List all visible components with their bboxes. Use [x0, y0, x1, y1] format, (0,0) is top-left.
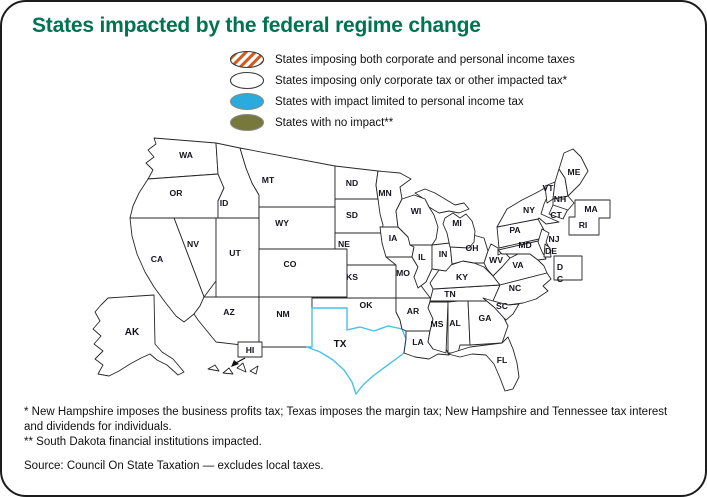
state-label-MA: MA [584, 204, 597, 214]
state-label-ME: ME [568, 167, 581, 177]
state-tx [306, 307, 407, 395]
state-label-MO: MO [396, 268, 410, 278]
footnote-1: * New Hampshire imposes the business pro… [24, 406, 668, 433]
state-label-OH: OH [466, 243, 479, 253]
state-wi [395, 194, 439, 246]
state-label-PA: PA [509, 225, 520, 235]
footnote-2: ** South Dakota financial institutions i… [24, 435, 262, 448]
source-line: Source: Council On State Taxation — excl… [24, 459, 324, 472]
hatched-swatch-icon [229, 50, 265, 69]
state-label-VA: VA [512, 260, 523, 270]
state-label-C: C [557, 274, 563, 284]
state-label-AR: AR [407, 306, 420, 316]
state-label-NH: NH [554, 194, 566, 204]
state-label-ID: ID [220, 198, 229, 208]
state-label-WV: WV [489, 255, 503, 265]
legend-item-personal-only: States with impact limited to personal i… [228, 91, 575, 112]
state-ms [427, 301, 449, 354]
state-label-AZ: AZ [223, 307, 234, 317]
legend-label: States with no impact** [275, 116, 394, 129]
hawaii-callout-arrow [231, 357, 246, 367]
legend-label: States with impact limited to personal i… [275, 95, 524, 108]
state-wy [258, 206, 336, 250]
state-hi [207, 341, 263, 373]
state-label-CT: CT [550, 210, 562, 220]
state-label-MS: MS [431, 319, 444, 329]
state-label-ND: ND [346, 178, 358, 188]
state-label-OK: OK [360, 300, 374, 310]
state-label-OR: OR [170, 188, 184, 198]
state-label-NY: NY [523, 205, 535, 215]
offshore-dc-patch [553, 255, 583, 281]
state-label-AL: AL [449, 318, 460, 328]
state-me [558, 148, 589, 197]
legend-item-both-taxes: States imposing both corporate and perso… [228, 49, 575, 70]
legend-label: States imposing only corporate tax or ot… [275, 74, 568, 87]
state-label-KY: KY [456, 272, 468, 282]
state-label-NE: NE [338, 239, 350, 249]
state-sd [334, 198, 384, 234]
state-label-CA: CA [151, 254, 163, 264]
state-label-MI: MI [452, 218, 462, 228]
state-label-FL: FL [497, 355, 508, 365]
state-label-IL: IL [418, 252, 426, 262]
hawaii-gray-islands [222, 365, 259, 375]
states-layer [92, 137, 611, 395]
legend: States imposing both corporate and perso… [228, 49, 575, 133]
state-ny [496, 187, 560, 228]
state-label-IN: IN [439, 249, 448, 259]
state-sc [482, 297, 520, 321]
state-fl [447, 336, 520, 392]
state-label-TN: TN [444, 289, 455, 299]
state-label-UT: UT [229, 248, 241, 258]
state-labels-layer: WA OR CA NV ID MT WY UT CO AZ NM ND SD NE KS OK TX MN IA MO… [125, 150, 598, 365]
blue-swatch-icon [229, 92, 265, 111]
state-nm [258, 296, 313, 348]
state-label-SD: SD [346, 210, 358, 220]
state-label-HI: HI [246, 345, 255, 355]
state-label-IA: IA [389, 233, 398, 243]
state-label-GA: GA [479, 313, 492, 323]
state-label-MT: MT [262, 175, 275, 185]
legend-item-corporate-only: States imposing only corporate tax or ot… [228, 70, 575, 91]
state-label-NV: NV [187, 239, 199, 249]
state-label-LA: LA [412, 337, 423, 347]
state-label-NM: NM [276, 309, 289, 319]
state-label-TX: TX [334, 339, 347, 350]
state-label-D: D [557, 262, 563, 272]
state-label-RI: RI [579, 220, 588, 230]
offshore-ma-ri-patch [568, 199, 611, 236]
legend-label: States imposing both corporate and perso… [275, 53, 575, 66]
state-label-WY: WY [275, 218, 289, 228]
state-label-WI: WI [411, 206, 422, 216]
state-label-NJ: NJ [549, 234, 560, 244]
state-label-MD: MD [518, 240, 531, 250]
state-label-AK: AK [125, 327, 140, 338]
white-swatch-icon [229, 71, 265, 90]
legend-item-no-impact: States with no impact** [228, 112, 575, 133]
page-title: States impacted by the federal regime ch… [32, 14, 481, 37]
state-label-WA: WA [179, 150, 193, 160]
state-label-SC: SC [496, 301, 508, 311]
state-az [193, 296, 260, 348]
state-de [543, 243, 552, 258]
state-label-MN: MN [378, 188, 391, 198]
footnotes: * New Hampshire imposes the business pro… [24, 405, 682, 474]
state-label-NC: NC [509, 283, 521, 293]
state-label-KS: KS [346, 272, 358, 282]
state-label-VT: VT [543, 183, 555, 193]
state-label-CO: CO [284, 259, 297, 269]
state-label-DE: DE [545, 246, 557, 256]
olive-swatch-icon [229, 113, 265, 132]
state-co [258, 248, 348, 298]
state-ak [92, 294, 185, 377]
